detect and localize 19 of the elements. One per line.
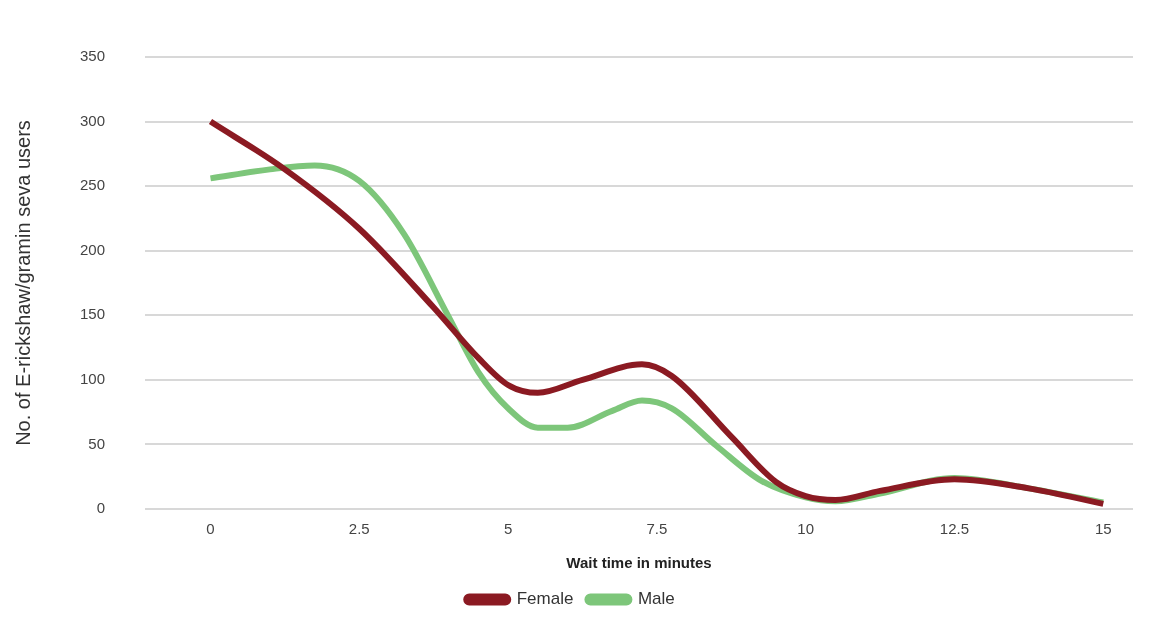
x-tick-label: 12.5	[939, 520, 970, 538]
x-tick-label: 2.5	[348, 520, 370, 538]
x-tick-label: 15	[1094, 520, 1112, 538]
y-tick-label: 50	[88, 434, 106, 452]
y-tick-label: 0	[96, 499, 106, 517]
y-axis-title: No. of E-rickshaw/gramin seva users	[11, 120, 34, 446]
y-tick-label: 350	[80, 47, 106, 65]
y-tick-label: 250	[80, 176, 106, 194]
y-tick-label: 200	[80, 240, 106, 258]
y-tick-label: 150	[80, 305, 106, 323]
x-tick-label: 10	[797, 520, 814, 538]
y-tick-label: 100	[80, 370, 106, 387]
x-tick-label: 0	[206, 520, 215, 538]
y-tick-label: 300	[80, 111, 106, 129]
x-tick-label: 5	[503, 520, 513, 538]
legend-label: Male	[637, 589, 675, 609]
x-axis-title: Wait time in minutes	[566, 554, 712, 572]
legend-label: Female	[516, 589, 574, 609]
x-tick-label: 7.5	[646, 520, 668, 538]
